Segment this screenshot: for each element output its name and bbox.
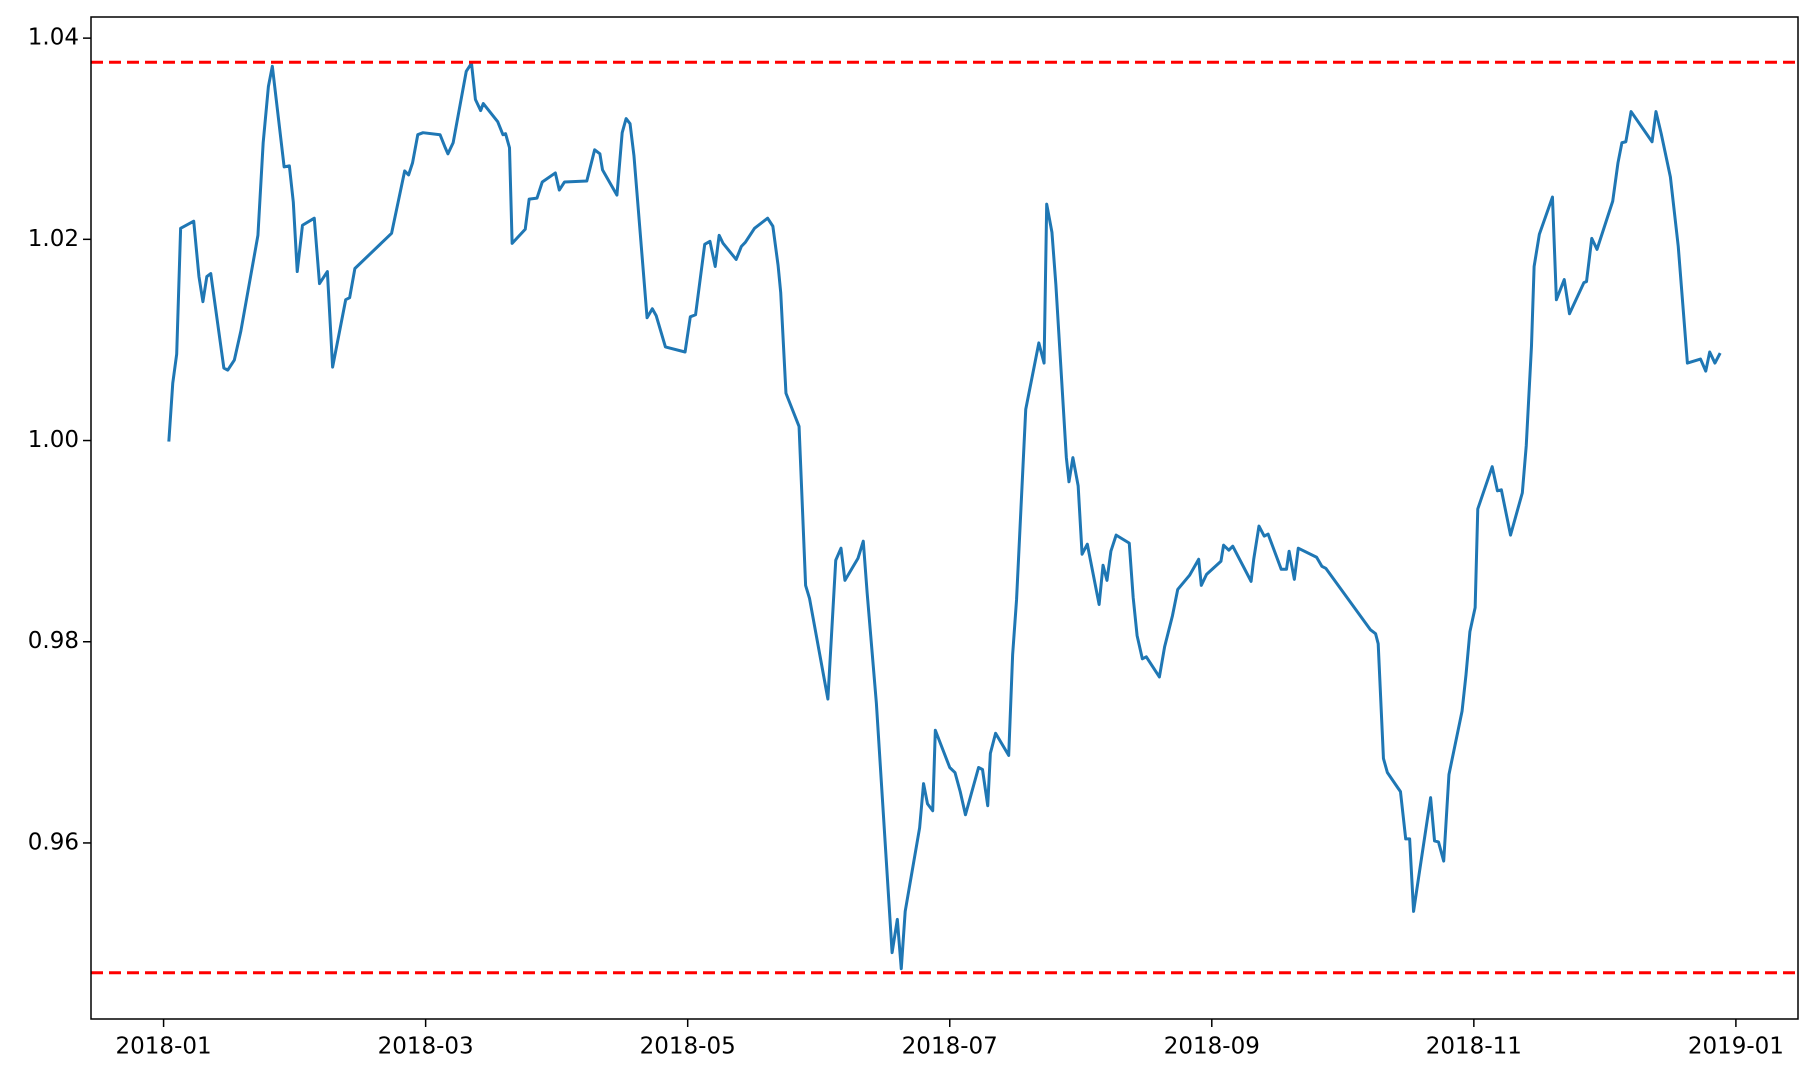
y-tick-label: 1.04: [28, 25, 79, 51]
y-tick-label: 0.96: [28, 829, 79, 855]
x-tick-label: 2018-03: [378, 1034, 474, 1060]
x-tick-label: 2018-01: [116, 1034, 212, 1060]
data-line: [167, 61, 1722, 971]
x-tick-label: 2019-01: [1688, 1034, 1784, 1060]
x-tick-label: 2018-05: [640, 1034, 736, 1060]
x-tick-label: 2018-09: [1164, 1034, 1260, 1060]
y-tick-label: 1.00: [28, 427, 79, 453]
x-tick-label: 2018-07: [902, 1034, 998, 1060]
plot-frame: [90, 16, 1799, 1020]
y-tick-label: 1.02: [28, 226, 79, 252]
y-tick-label: 0.98: [28, 628, 79, 654]
x-tick-label: 2018-11: [1426, 1034, 1522, 1060]
